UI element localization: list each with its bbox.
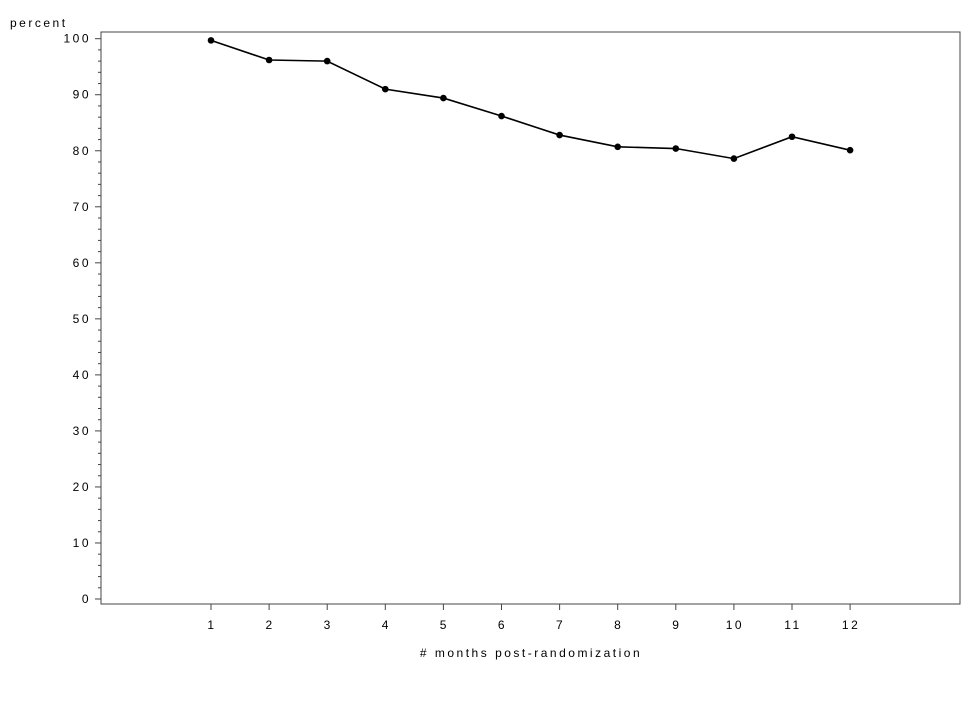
data-point [730,155,738,162]
series [207,37,854,162]
data-point [440,94,447,102]
x-tick-label: 9 [672,618,681,632]
data-point [556,131,563,139]
y-tick-label: 90 [73,88,91,102]
data-point [323,57,331,65]
y-axis: 0 10 20 30 40 50 60 70 80 90 100 [63,32,101,606]
x-tick-label: 4 [382,618,391,632]
y-tick-label: 50 [73,312,91,326]
plot-frame [100,31,961,605]
y-tick-label: 70 [73,200,91,214]
data-point [207,37,215,44]
data-point [846,146,854,154]
y-tick-label: 30 [73,424,91,438]
series-line [210,39,851,160]
x-tick-label: 12 [842,618,860,632]
data-point [265,56,273,64]
y-tick-label: 60 [73,256,91,270]
x-axis: 1 2 3 4 5 6 7 8 9 10 11 12 [207,604,860,632]
data-point [614,143,621,151]
x-tick-label: 7 [556,618,565,632]
x-tick-label: 10 [726,618,744,632]
x-tick-label: 1 [207,618,216,632]
x-tick-label: 2 [266,618,275,632]
y-axis-label: percent [10,16,68,30]
x-tick-label: 5 [440,618,449,632]
y-tick-label: 80 [73,144,91,158]
y-tick-label: 20 [73,480,91,494]
data-point [672,145,680,152]
y-tick-label: 0 [82,592,91,606]
x-tick-label: 8 [614,618,623,632]
x-tick-label: 6 [498,618,507,632]
data-point [382,85,389,93]
data-point [498,112,505,120]
x-axis-label: # months post-randomization [420,646,642,660]
y-tick-label: 40 [73,368,91,382]
data-point [788,133,796,141]
x-tick-label: 11 [784,618,801,632]
y-tick-label: 100 [63,32,91,46]
y-tick-label: 10 [73,536,91,550]
x-tick-label: 3 [324,618,333,632]
